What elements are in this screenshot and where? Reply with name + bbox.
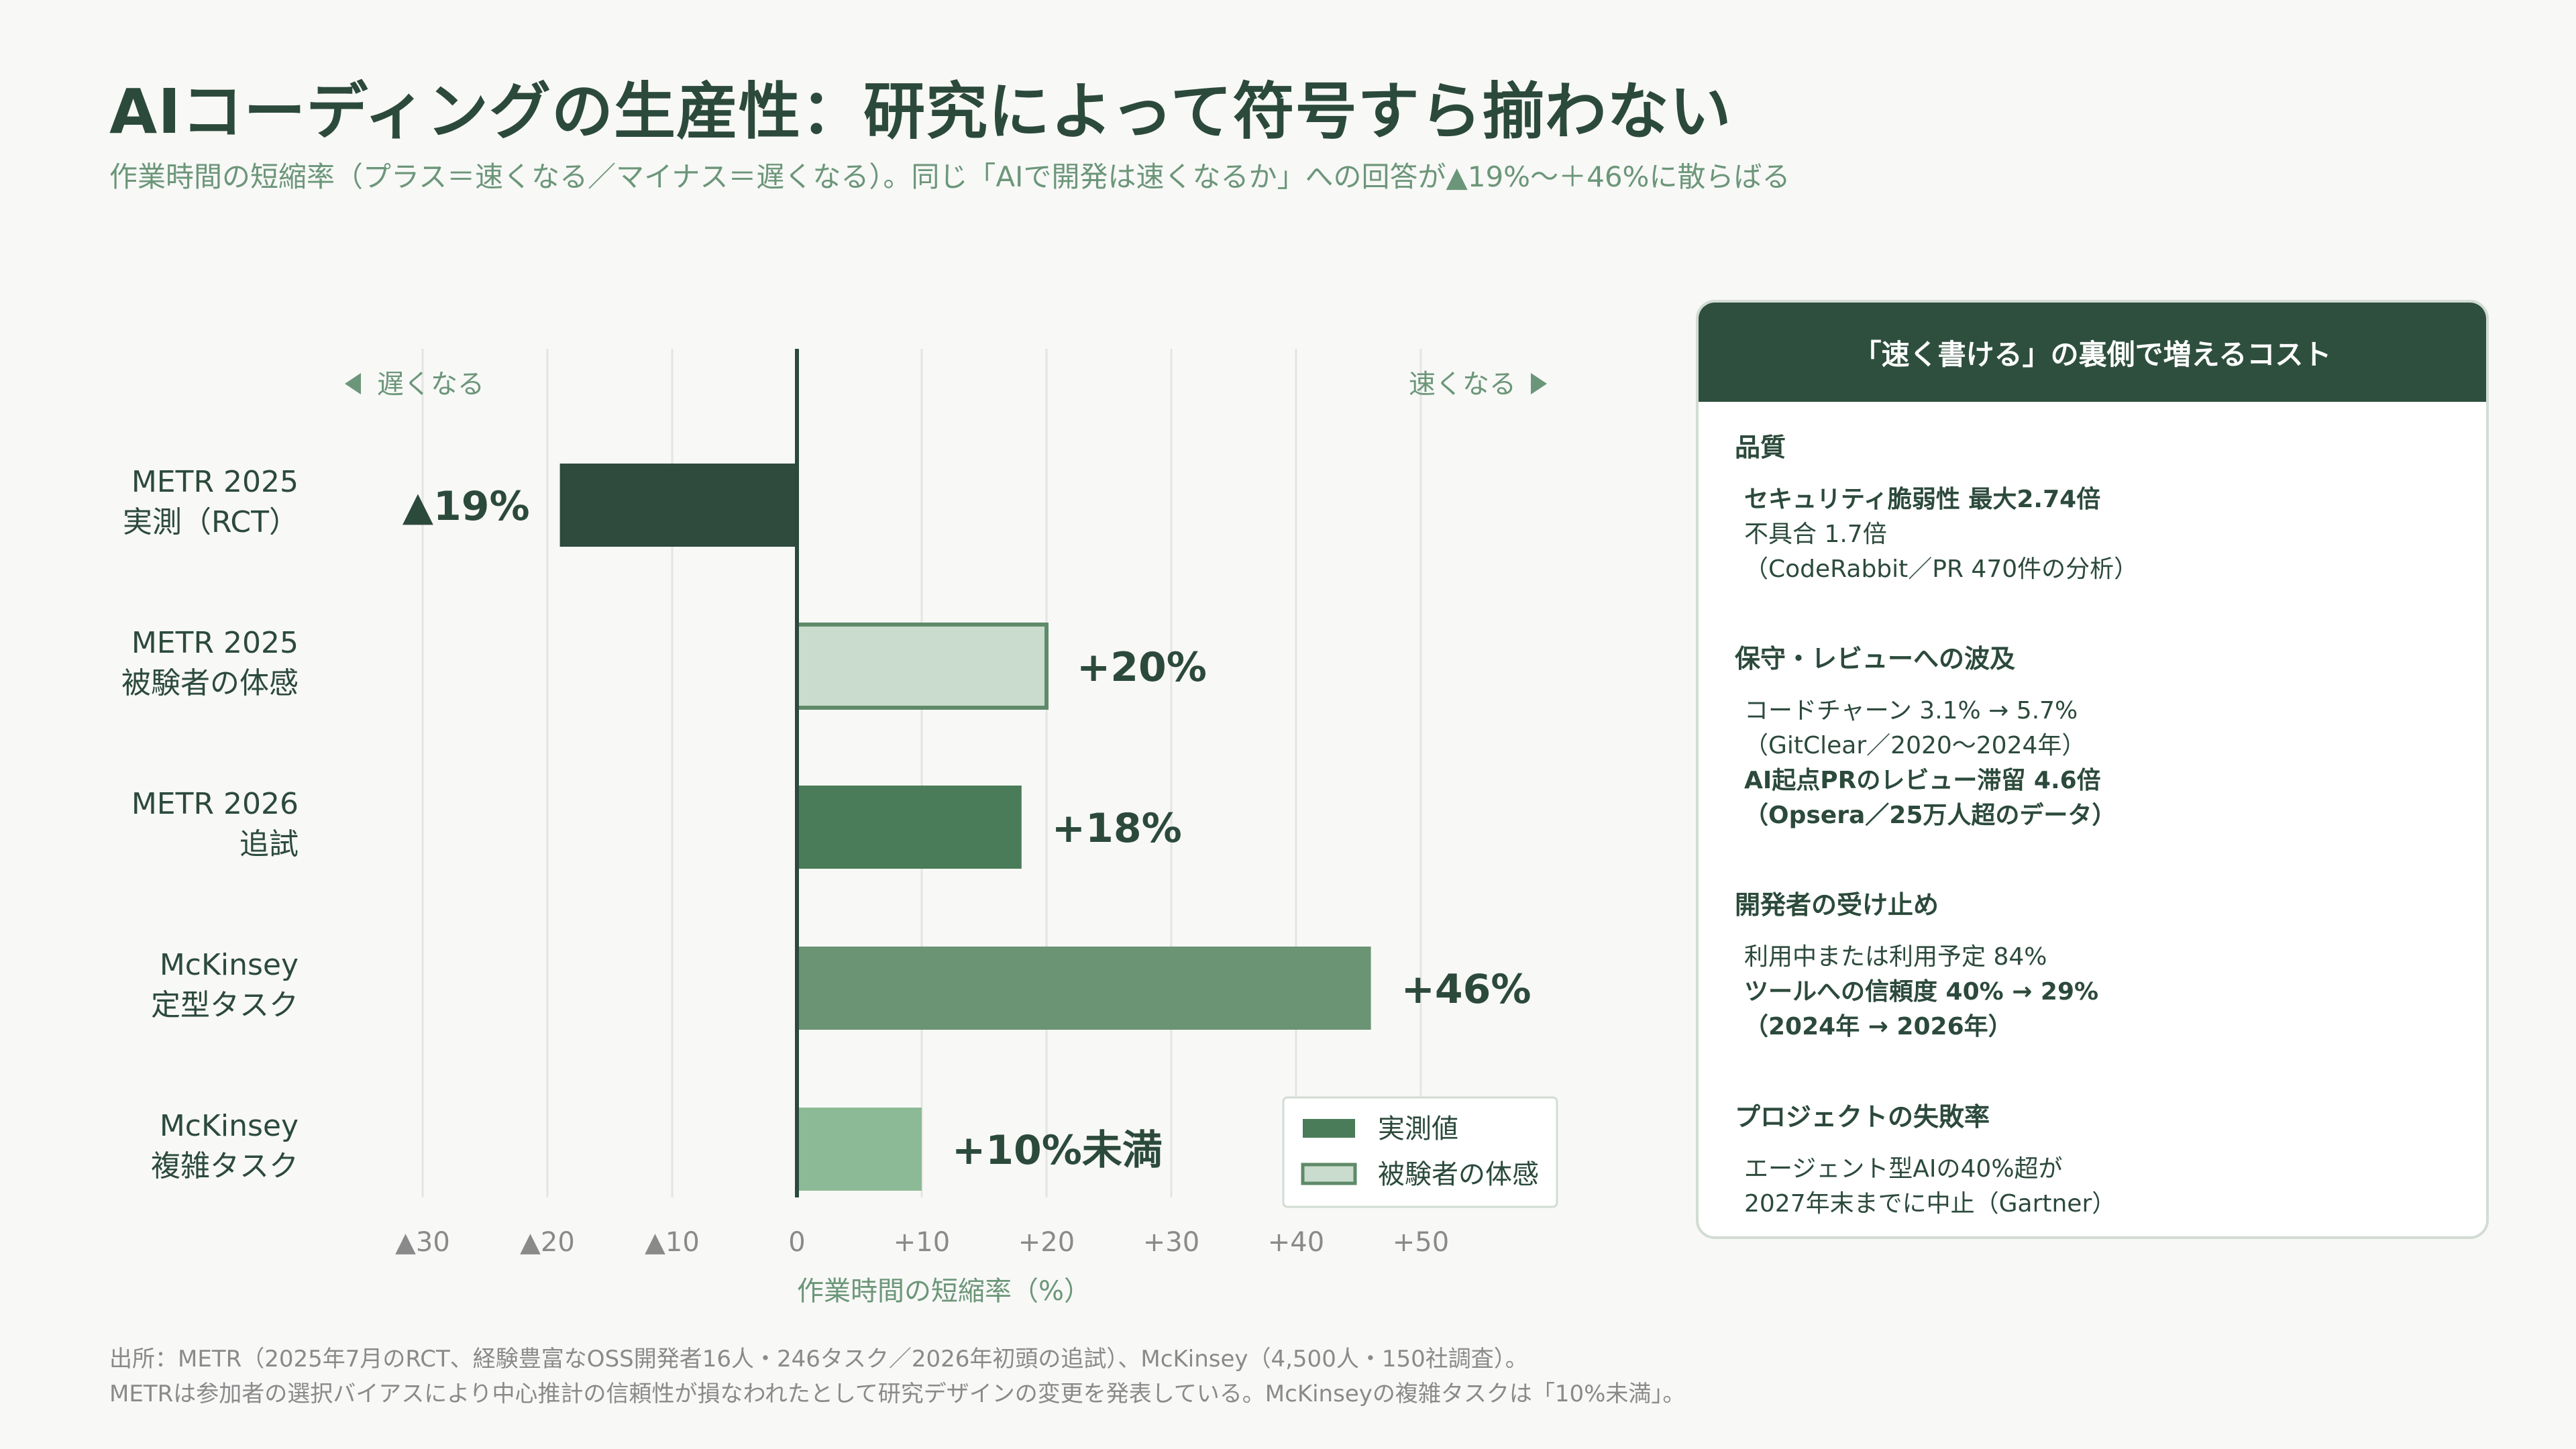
x-tick-label: +30 [1143, 1227, 1199, 1258]
bar-value-label: +20% [1077, 644, 1207, 691]
bar [797, 786, 1022, 869]
category-label: METR 2026 [131, 787, 299, 821]
section-line: AI起点PRのレビュー滞留 4.6倍 [1744, 767, 2101, 794]
bar-value-label: +10%未満 [952, 1127, 1163, 1174]
section-title: プロジェクトの失敗率 [1735, 1102, 1990, 1132]
bar-value-label: +18% [1052, 805, 1182, 852]
section-line: （2024年 → 2026年） [1744, 1013, 2012, 1040]
category-label: 被験者の体感 [121, 666, 299, 700]
category-label: METR 2025 [131, 626, 299, 660]
bar-value-label: ▲19% [402, 483, 530, 530]
direction-left-label: 遅くなる [377, 369, 484, 400]
panel-header: 「速く書ける」の裏側で増えるコスト [1699, 303, 2486, 402]
bar [797, 947, 1371, 1030]
cost-panel: 「速く書ける」の裏側で増えるコスト 品質 セキュリティ脆弱性 最大2.74倍 不… [1696, 300, 2489, 1239]
section-line: 2027年末までに中止（Gartner） [1744, 1190, 2116, 1218]
bar-value-label: +46% [1401, 966, 1532, 1013]
x-tick-label: ▲20 [520, 1227, 575, 1258]
direction-right-label: 速くなる [1409, 369, 1516, 400]
section-line: （CodeRabbit／PR 470件の分析） [1744, 555, 2139, 583]
section-line: エージェント型AIの40%超が [1744, 1155, 2063, 1183]
triangle-left-icon [345, 373, 361, 394]
x-tick-label: +20 [1018, 1227, 1075, 1258]
section-line: 不具合 1.7倍 [1744, 521, 1887, 548]
section-line: ツールへの信頼度 40% → 29% [1744, 978, 2099, 1006]
legend-swatch [1303, 1119, 1355, 1138]
bar-chart: ▲19% METR 2025 実測（RCT） +20% METR 2025 被験者の体感 +… [121, 349, 1558, 1307]
section-title: 品質 [1735, 433, 1786, 462]
section-maintenance: 保守・レビューへの波及 コードチャーン 3.1% → 5.7% （GitClea… [1735, 638, 2116, 833]
x-tick-label: +50 [1393, 1227, 1449, 1258]
category-label: McKinsey [160, 1109, 299, 1143]
category-label: 追試 [239, 827, 299, 861]
category-label: 実測（RCT） [123, 505, 299, 539]
triangle-right-icon [1531, 373, 1547, 394]
footnote-line: METRは参加者の選択バイアスにより中心推計の信頼性が損なわれたとして研究デザイ… [109, 1381, 1686, 1407]
legend-label: 被験者の体感 [1378, 1159, 1539, 1190]
section-title: 開発者の受け止め [1735, 890, 1939, 920]
section-line: （GitClear／2020〜2024年） [1744, 732, 2086, 759]
page-title: AIコーディングの生産性：研究によって符号すら揃わない [109, 76, 1732, 148]
section-line: 利用中または利用予定 84% [1744, 943, 2047, 971]
section-line: コードチャーン 3.1% → 5.7% [1744, 697, 2078, 724]
bar [797, 1108, 922, 1191]
section-line: セキュリティ脆弱性 最大2.74倍 [1744, 486, 2101, 513]
section-failure-rate: プロジェクトの失敗率 エージェント型AIの40%超が 2027年末までに中止（G… [1735, 1096, 2116, 1222]
category-label: 複雑タスク [151, 1149, 299, 1183]
section-quality: 品質 セキュリティ脆弱性 最大2.74倍 不具合 1.7倍 （CodeRabbi… [1735, 427, 2138, 587]
category-label: 定型タスク [151, 988, 299, 1022]
footnote-line: 出所：METR（2025年7月のRCT、経験豊富なOSS開発者16人・246タス… [109, 1346, 1528, 1373]
category-label: McKinsey [160, 948, 299, 982]
section-line: （Opsera／25万人超のデータ） [1744, 802, 2116, 829]
section-title: 保守・レビューへの波及 [1735, 644, 2016, 674]
x-tick-label: +10 [894, 1227, 950, 1258]
x-axis-label: 作業時間の短縮率（%） [797, 1276, 1091, 1307]
page-subtitle: 作業時間の短縮率（プラス＝速くなる／マイナス＝遅くなる）。同じ「AIで開発は速く… [109, 160, 1790, 193]
x-tick-label: ▲10 [645, 1227, 700, 1258]
x-tick-label: 0 [788, 1227, 805, 1258]
bar [795, 623, 1049, 710]
x-tick-label: +40 [1268, 1227, 1324, 1258]
section-developers: 開発者の受け止め 利用中または利用予定 84% ツールへの信頼度 40% → 2… [1735, 884, 2098, 1044]
legend-swatch [1301, 1163, 1357, 1185]
category-label: METR 2025 [131, 465, 299, 499]
legend-label: 実測値 [1378, 1114, 1458, 1144]
x-tick-label: ▲30 [395, 1227, 450, 1258]
bar [559, 464, 797, 547]
footnote: 出所：METR（2025年7月のRCT、経験豊富なOSS開発者16人・246タス… [109, 1342, 1685, 1411]
